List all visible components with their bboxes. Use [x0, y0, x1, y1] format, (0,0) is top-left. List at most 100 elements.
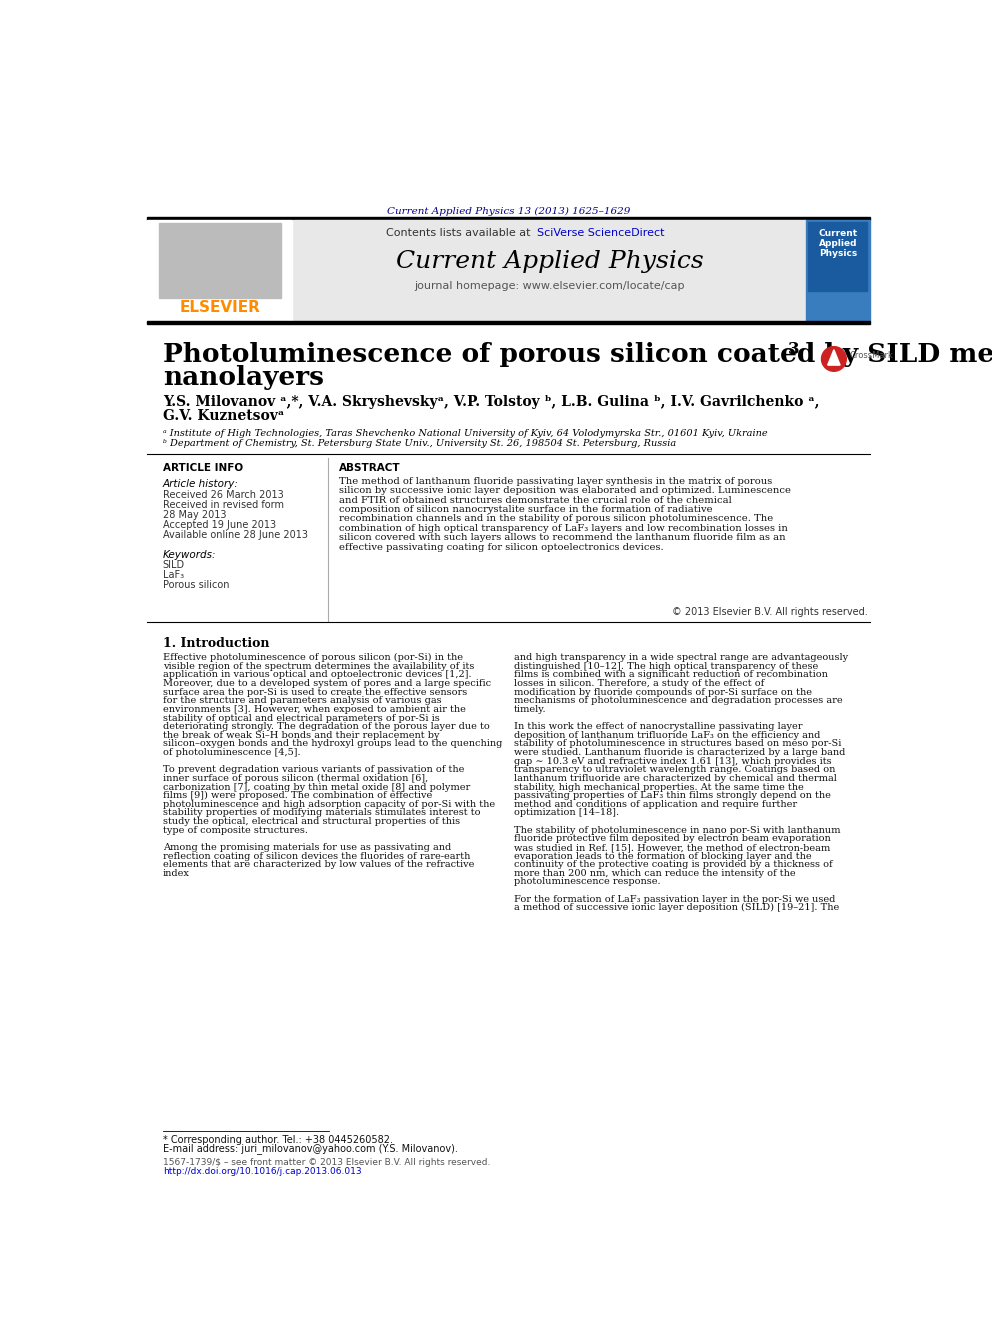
Text: LaF₃: LaF₃ [163, 570, 184, 581]
Text: passivating properties of LaF₃ thin films strongly depend on the: passivating properties of LaF₃ thin film… [514, 791, 830, 800]
Text: Current
Applied
Physics: Current Applied Physics [818, 229, 857, 258]
Text: and high transparency in a wide spectral range are advantageously: and high transparency in a wide spectral… [514, 654, 848, 663]
Text: G.V. Kuznetsovᵃ: G.V. Kuznetsovᵃ [163, 409, 284, 423]
Text: photoluminescence response.: photoluminescence response. [514, 877, 661, 886]
Circle shape [821, 347, 846, 372]
Text: To prevent degradation various variants of passivation of the: To prevent degradation various variants … [163, 765, 464, 774]
Bar [808, 222, 867, 291]
Bar [806, 220, 870, 321]
Text: 28 May 2013: 28 May 2013 [163, 509, 226, 520]
Text: deposition of lanthanum trifluoride LaF₃ on the efficiency and: deposition of lanthanum trifluoride LaF₃… [514, 730, 820, 740]
Text: Photoluminescence of porous silicon coated by SILD method with LaF: Photoluminescence of porous silicon coat… [163, 341, 992, 366]
Text: continuity of the protective coating is provided by a thickness of: continuity of the protective coating is … [514, 860, 832, 869]
Text: Received in revised form: Received in revised form [163, 500, 284, 511]
Text: stability of optical and electrical parameters of por-Si is: stability of optical and electrical para… [163, 713, 439, 722]
Text: The stability of photoluminescence in nano por-Si with lanthanum: The stability of photoluminescence in na… [514, 826, 840, 835]
Text: timely.: timely. [514, 705, 547, 714]
Text: silicon by successive ionic layer deposition was elaborated and optimized. Lumin: silicon by successive ionic layer deposi… [339, 487, 792, 495]
Text: CrossMark: CrossMark [849, 352, 893, 360]
Text: deteriorating strongly. The degradation of the porous layer due to: deteriorating strongly. The degradation … [163, 722, 489, 732]
Bar [293, 220, 806, 321]
Text: study the optical, electrical and structural properties of this: study the optical, electrical and struct… [163, 818, 460, 826]
Text: method and conditions of application and require further: method and conditions of application and… [514, 800, 797, 808]
Text: ᵇ Department of Chemistry, St. Petersburg State Univ., University St. 26, 198504: ᵇ Department of Chemistry, St. Petersbur… [163, 439, 676, 448]
Text: visible region of the spectrum determines the availability of its: visible region of the spectrum determine… [163, 662, 474, 671]
Text: mechanisms of photoluminescence and degradation processes are: mechanisms of photoluminescence and degr… [514, 696, 842, 705]
Text: Article history:: Article history: [163, 479, 239, 488]
Text: index: index [163, 869, 189, 878]
Text: combination of high optical transparency of LaF₃ layers and low recombination lo: combination of high optical transparency… [339, 524, 789, 533]
Text: © 2013 Elsevier B.V. All rights reserved.: © 2013 Elsevier B.V. All rights reserved… [673, 606, 868, 617]
Text: and FTIR of obtained structures demonstrate the crucial role of the chemical: and FTIR of obtained structures demonstr… [339, 496, 732, 504]
Text: For the formation of LaF₃ passivation layer in the por-Si we used: For the formation of LaF₃ passivation la… [514, 894, 835, 904]
Text: films is combined with a significant reduction of recombination: films is combined with a significant red… [514, 671, 827, 680]
Text: ELSEVIER: ELSEVIER [180, 300, 261, 315]
Text: stability properties of modifying materials stimulates interest to: stability properties of modifying materi… [163, 808, 480, 818]
Text: the break of weak Si–H bonds and their replacement by: the break of weak Si–H bonds and their r… [163, 730, 439, 740]
Text: E-mail address: juri_milovanov@yahoo.com (Y.S. Milovanov).: E-mail address: juri_milovanov@yahoo.com… [163, 1143, 457, 1155]
Text: Keywords:: Keywords: [163, 550, 216, 561]
Text: recombination channels and in the stability of porous silicon photoluminescence.: recombination channels and in the stabil… [339, 515, 774, 524]
Text: gap ∼ 10.3 eV and refractive index 1.61 [13], which provides its: gap ∼ 10.3 eV and refractive index 1.61 … [514, 757, 831, 766]
Text: Contents lists available at: Contents lists available at [386, 229, 534, 238]
Text: * Corresponding author. Tel.: +38 0445260582.: * Corresponding author. Tel.: +38 044526… [163, 1135, 393, 1144]
Text: ARTICLE INFO: ARTICLE INFO [163, 463, 243, 474]
Text: carbonization [7], coating by thin metal oxide [8] and polymer: carbonization [7], coating by thin metal… [163, 783, 470, 791]
Text: more than 200 nm, which can reduce the intensity of the: more than 200 nm, which can reduce the i… [514, 869, 796, 878]
Text: evaporation leads to the formation of blocking layer and the: evaporation leads to the formation of bl… [514, 852, 811, 860]
Text: stability of photoluminescence in structures based on meso por-Si: stability of photoluminescence in struct… [514, 740, 841, 749]
Text: 1567-1739/$ – see front matter © 2013 Elsevier B.V. All rights reserved.: 1567-1739/$ – see front matter © 2013 El… [163, 1158, 490, 1167]
Bar [159, 222, 282, 298]
Bar [147, 220, 293, 321]
Text: journal homepage: www.elsevier.com/locate/cap: journal homepage: www.elsevier.com/locat… [415, 280, 684, 291]
Text: Moreover, due to a developed system of pores and a large specific: Moreover, due to a developed system of p… [163, 679, 491, 688]
Text: was studied in Ref. [15]. However, the method of electron-beam: was studied in Ref. [15]. However, the m… [514, 843, 830, 852]
Text: type of composite structures.: type of composite structures. [163, 826, 308, 835]
Text: In this work the effect of nanocrystalline passivating layer: In this work the effect of nanocrystalli… [514, 722, 803, 732]
Text: for the structure and parameters analysis of various gas: for the structure and parameters analysi… [163, 696, 441, 705]
Text: Among the promising materials for use as passivating and: Among the promising materials for use as… [163, 843, 451, 852]
Text: elements that are characterized by low values of the refractive: elements that are characterized by low v… [163, 860, 474, 869]
Text: silicon covered with such layers allows to recommend the lanthanum fluoride film: silicon covered with such layers allows … [339, 533, 786, 542]
Bar [147, 217, 870, 220]
Text: Available online 28 June 2013: Available online 28 June 2013 [163, 529, 308, 540]
Text: ᵃ Institute of High Technologies, Taras Shevchenko National University of Kyiv, : ᵃ Institute of High Technologies, Taras … [163, 429, 768, 438]
Text: losses in silicon. Therefore, a study of the effect of: losses in silicon. Therefore, a study of… [514, 679, 764, 688]
Text: modification by fluoride compounds of por-Si surface on the: modification by fluoride compounds of po… [514, 688, 811, 697]
Polygon shape [827, 349, 840, 365]
Text: reflection coating of silicon devices the fluorides of rare-earth: reflection coating of silicon devices th… [163, 852, 470, 860]
Text: SILD: SILD [163, 561, 185, 570]
Bar [147, 321, 870, 324]
Text: The method of lanthanum fluoride passivating layer synthesis in the matrix of po: The method of lanthanum fluoride passiva… [339, 476, 773, 486]
Text: films [9]) were proposed. The combination of effective: films [9]) were proposed. The combinatio… [163, 791, 432, 800]
Text: optimization [14–18].: optimization [14–18]. [514, 808, 619, 818]
Text: Received 26 March 2013: Received 26 March 2013 [163, 491, 284, 500]
Text: transparency to ultraviolet wavelength range. Coatings based on: transparency to ultraviolet wavelength r… [514, 765, 835, 774]
Text: SciVerse ScienceDirect: SciVerse ScienceDirect [537, 229, 665, 238]
Text: Current Applied Physics: Current Applied Physics [396, 250, 703, 273]
Text: fluoride protective film deposited by electron beam evaporation: fluoride protective film deposited by el… [514, 835, 830, 843]
Text: stability, high mechanical properties. At the same time the: stability, high mechanical properties. A… [514, 783, 804, 791]
Text: of photoluminescence [4,5].: of photoluminescence [4,5]. [163, 747, 301, 757]
Text: inner surface of porous silicon (thermal oxidation [6],: inner surface of porous silicon (thermal… [163, 774, 428, 783]
Text: Porous silicon: Porous silicon [163, 581, 229, 590]
Text: application in various optical and optoelectronic devices [1,2].: application in various optical and optoe… [163, 671, 471, 680]
Text: Y.S. Milovanov ᵃ,*, V.A. Skryshevskyᵃ, V.P. Tolstoy ᵇ, L.B. Gulina ᵇ, I.V. Gavri: Y.S. Milovanov ᵃ,*, V.A. Skryshevskyᵃ, V… [163, 396, 819, 409]
Text: Accepted 19 June 2013: Accepted 19 June 2013 [163, 520, 276, 529]
Text: surface area the por-Si is used to create the effective sensors: surface area the por-Si is used to creat… [163, 688, 467, 697]
Text: nanolayers: nanolayers [163, 365, 323, 390]
Text: a method of successive ionic layer deposition (SILD) [19–21]. The: a method of successive ionic layer depos… [514, 904, 839, 913]
Text: lanthanum trifluoride are characterized by chemical and thermal: lanthanum trifluoride are characterized … [514, 774, 836, 783]
Text: were studied. Lanthanum fluoride is characterized by a large band: were studied. Lanthanum fluoride is char… [514, 747, 845, 757]
Text: composition of silicon nanocrystalite surface in the formation of radiative: composition of silicon nanocrystalite su… [339, 505, 713, 515]
Text: distinguished [10–12]. The high optical transparency of these: distinguished [10–12]. The high optical … [514, 662, 818, 671]
Text: effective passivating coating for silicon optoelectronics devices.: effective passivating coating for silico… [339, 542, 664, 552]
Text: photoluminescence and high adsorption capacity of por-Si with the: photoluminescence and high adsorption ca… [163, 800, 495, 808]
Text: 1. Introduction: 1. Introduction [163, 638, 269, 651]
Text: http://dx.doi.org/10.1016/j.cap.2013.06.013: http://dx.doi.org/10.1016/j.cap.2013.06.… [163, 1167, 361, 1176]
Text: Effective photoluminescence of porous silicon (por-Si) in the: Effective photoluminescence of porous si… [163, 654, 462, 663]
Text: environments [3]. However, when exposed to ambient air the: environments [3]. However, when exposed … [163, 705, 465, 714]
Text: silicon–oxygen bonds and the hydroxyl groups lead to the quenching: silicon–oxygen bonds and the hydroxyl gr… [163, 740, 502, 749]
Text: ABSTRACT: ABSTRACT [339, 463, 401, 474]
Text: Current Applied Physics 13 (2013) 1625–1629: Current Applied Physics 13 (2013) 1625–1… [387, 206, 630, 216]
